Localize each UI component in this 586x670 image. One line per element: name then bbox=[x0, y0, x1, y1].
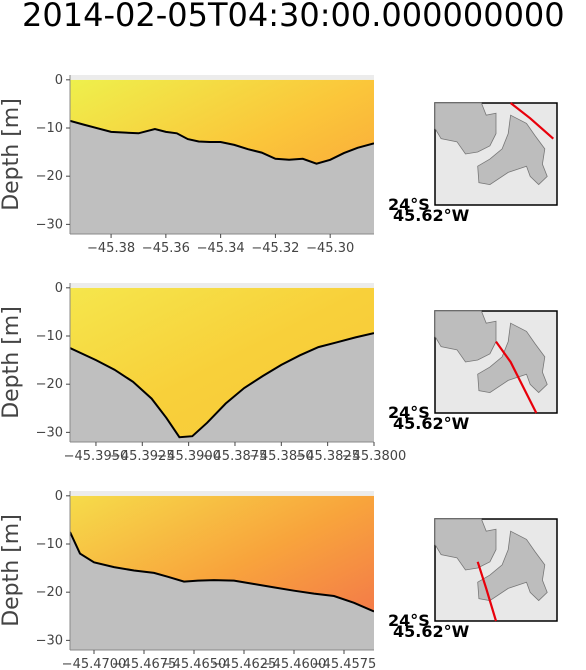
longitude-label: 45.62°W bbox=[393, 206, 470, 225]
longitude-label: 45.62°W bbox=[393, 414, 470, 433]
surface-strip bbox=[70, 283, 374, 288]
y-tick-label: −20 bbox=[36, 585, 63, 600]
y-tick-label: 0 bbox=[55, 281, 63, 296]
y-tick-label: −30 bbox=[36, 425, 63, 440]
plot-area bbox=[70, 491, 374, 650]
y-tick-label: −10 bbox=[36, 121, 63, 136]
x-tick-label: −45.34 bbox=[197, 241, 245, 256]
x-tick-label: −45.36 bbox=[142, 241, 190, 256]
plot-area bbox=[70, 75, 374, 234]
y-axis-label: Depth [m] bbox=[0, 514, 24, 627]
y-tick-label: −30 bbox=[36, 217, 63, 232]
y-axis-label: Depth [m] bbox=[0, 98, 24, 211]
x-tick-label: −45.38 bbox=[87, 241, 135, 256]
y-axis-label: Depth [m] bbox=[0, 306, 24, 419]
y-tick-label: −20 bbox=[36, 377, 63, 392]
x-tick-label: −45.4575 bbox=[312, 657, 377, 670]
y-tick-label: 0 bbox=[55, 489, 63, 504]
surface-strip bbox=[70, 75, 374, 80]
longitude-label: 45.62°W bbox=[393, 622, 470, 641]
x-tick-label: −45.32 bbox=[251, 241, 299, 256]
y-tick-label: −20 bbox=[36, 169, 63, 184]
chart-panel-1: 0 −10 −20 −30 −45.38 −45.36 −45.34 −45.32 −45.30… bbox=[0, 73, 557, 256]
inset-map: 24°S45.62°W bbox=[388, 103, 557, 225]
chart-panel-2: 0−10−20−30−45.3950−45.3925−45.3900−45.38… bbox=[0, 281, 557, 464]
x-tick-label: −45.30 bbox=[306, 241, 354, 256]
chart-panel-3: 0−10−20−30−45.4700−45.4675−45.4650−45.46… bbox=[0, 489, 557, 670]
figure-title: 2014-02-05T04:30:00.000000000 bbox=[22, 0, 565, 34]
y-tick-label: 0 bbox=[55, 73, 63, 88]
inset-map: 24°S45.62°W bbox=[388, 311, 557, 433]
inset-map: 24°S45.62°W bbox=[388, 519, 557, 641]
y-tick-label: −10 bbox=[36, 329, 63, 344]
x-tick-label: −45.3800 bbox=[342, 449, 407, 464]
y-tick-label: −30 bbox=[36, 633, 63, 648]
plot-area bbox=[70, 283, 374, 442]
y-tick-label: −10 bbox=[36, 537, 63, 552]
surface-strip bbox=[70, 491, 374, 496]
